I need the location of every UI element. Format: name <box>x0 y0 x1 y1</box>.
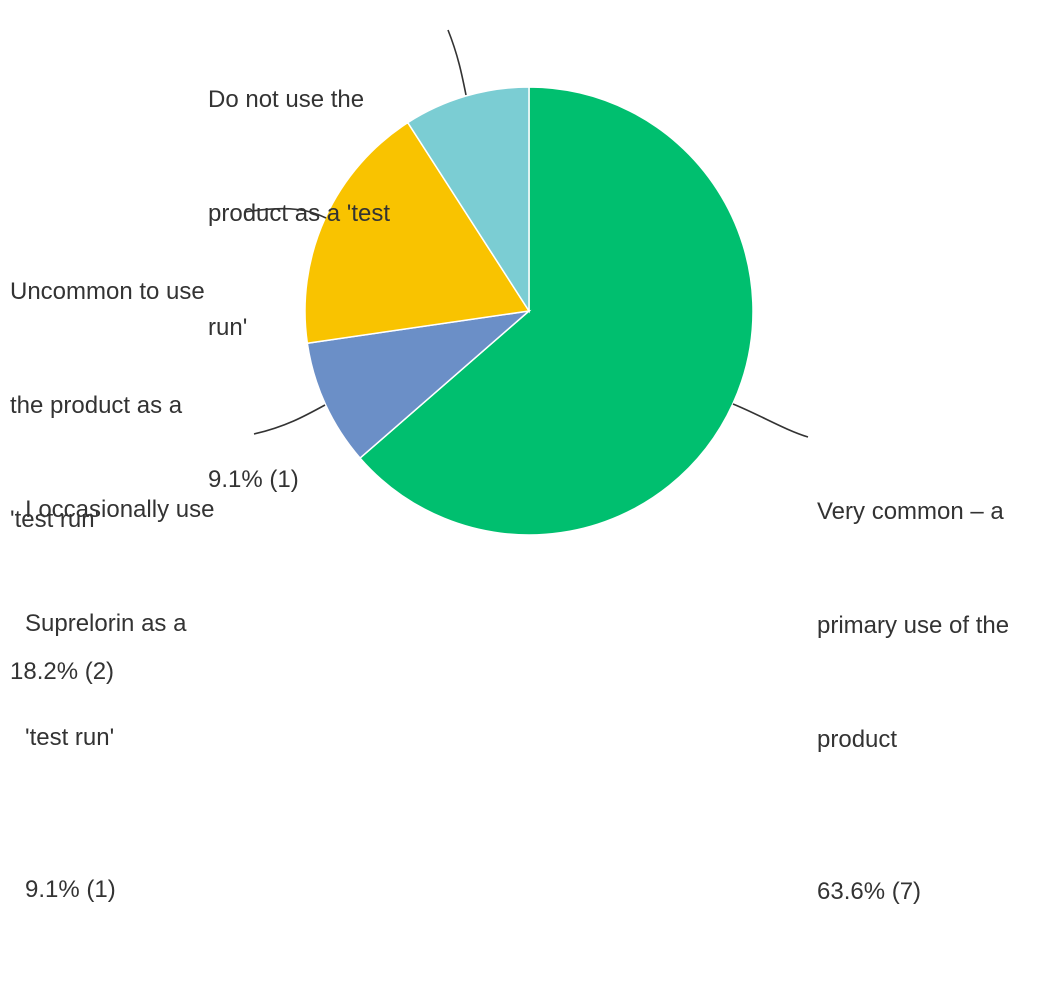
slice-label-text: 'test run' <box>10 506 100 533</box>
slice-do-not-use <box>406 86 530 314</box>
slice-value: 18.2% (2) <box>10 658 115 685</box>
leader-very-common <box>732 403 809 438</box>
slice-label-text: run' <box>208 314 248 341</box>
leader-occasionally <box>253 404 326 435</box>
slice-label-text: Do not use the <box>208 86 365 113</box>
leader-do-not-use <box>447 29 467 96</box>
slice-value: 9.1% (1) <box>208 466 299 493</box>
pie-svg <box>244 29 809 536</box>
slice-very-common <box>358 86 754 536</box>
slice-occasionally <box>306 309 532 460</box>
slice-label-text: Very common – a <box>817 498 1004 525</box>
leader-uncommon <box>244 207 327 219</box>
slice-value: 63.6% (7) <box>817 878 922 905</box>
slice-label-text: product as a 'test <box>208 200 391 227</box>
slice-label-text: primary use of the <box>817 612 1010 639</box>
slice-value: 9.1% (1) <box>25 876 116 903</box>
slice-label-uncommon: Uncommon to use the product as a 'test r… <box>10 197 205 767</box>
slice-label-text: product <box>817 726 898 753</box>
slice-label-text: Uncommon to use <box>10 278 205 305</box>
slice-label-text: the product as a <box>10 392 183 419</box>
pie-chart: Very common – a primary use of the produ… <box>10 5 1009 905</box>
slice-label-do-not-use: Do not use the product as a 'test run' 9… <box>208 5 390 575</box>
slice-label-text: I occasionally use <box>25 496 215 523</box>
slice-label-very-common: Very common – a primary use of the produ… <box>817 417 1009 987</box>
